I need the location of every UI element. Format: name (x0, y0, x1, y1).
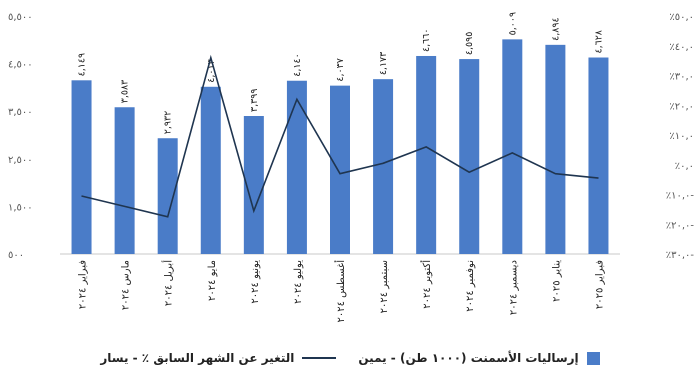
category-label: مايو ٢٠٢٤ (207, 260, 218, 301)
legend-bar-label: إرساليات الأسمنت (١٠٠٠ طن) - يمين (358, 351, 579, 365)
category-label: يوليو ٢٠٢٤ (293, 260, 304, 304)
bar (330, 85, 350, 255)
bar-data-label: ٢,٩٣٢ (163, 111, 174, 134)
bar (416, 55, 437, 254)
bar-data-label: ٤,١٤٩ (77, 53, 88, 76)
bar (459, 59, 480, 254)
category-label: ديسمبر ٢٠٢٤ (508, 260, 519, 315)
right-tick-label: ٪٢٠,٠ (669, 101, 694, 112)
legend: إرساليات الأسمنت (١٠٠٠ طن) - يمين التغير… (0, 347, 700, 369)
category-label: أبريل ٢٠٢٤ (162, 260, 175, 306)
left-tick-label: ٤,٥٠٠ (8, 60, 33, 71)
category-label: فبراير ٢٠٢٥ (594, 260, 605, 309)
category-label: مارس ٢٠٢٤ (121, 260, 132, 310)
bar-data-label: ٤,٠١٣ (206, 59, 217, 82)
category-label: فبراير ٢٠٢٤ (78, 260, 89, 309)
bar-data-label: ٤,٦٦٠ (421, 29, 432, 52)
right-tick-label: ٪٥٠,٠ (669, 12, 694, 23)
category-label: سبتمبر ٢٠٢٤ (379, 260, 390, 313)
legend-line-label: التغير عن الشهر السابق ٪ - يسار (100, 351, 295, 365)
bar (502, 39, 523, 255)
legend-line-swatch (302, 357, 337, 359)
bar (200, 86, 221, 255)
category-label: أكتوبر ٢٠٢٤ (420, 260, 433, 309)
left-tick-label: ٣,٥٠٠ (8, 107, 33, 118)
bar-data-label: ٥,٠٠٩ (507, 12, 518, 35)
right-tick-label: ٪٠,٠ (675, 161, 694, 172)
bar-data-label: ٤,١٧٣ (378, 52, 389, 75)
legend-bar-swatch (586, 351, 600, 365)
bar (588, 57, 609, 254)
bar-data-label: ٤,٥٩٥ (464, 32, 475, 55)
legend-item-bars: إرساليات الأسمنت (١٠٠٠ طن) - يمين (358, 351, 600, 365)
bar (373, 79, 394, 255)
left-tick-label: ١,٥٠٠ (8, 202, 33, 213)
bar-data-label: ٤,١٤٠ (292, 53, 303, 76)
bar-data-label: ٤,٠٣٧ (335, 58, 346, 81)
bar-data-label: ٤,٦٢٨ (593, 30, 604, 53)
chart: ٥٠٠ ١,٥٠٠ ٢,٥٠٠ ٣,٥٠٠ ٤,٥٠٠ ٥,٥٠٠ ٪٣٠,٠- ٪٢٠,٠… (8, 12, 695, 323)
left-tick-label: ٥,٥٠٠ (8, 12, 33, 23)
right-tick-label: ٪١٠,٠- (666, 191, 695, 202)
bar (545, 44, 566, 255)
bar (286, 80, 307, 255)
bar-data-label: ٣,٣٩٩ (249, 89, 260, 112)
bar-data-label: ٤,٨٩٤ (550, 17, 561, 40)
left-tick-label: ٥٠٠ (8, 250, 24, 261)
right-tick-label: ٪١٠,٠ (669, 131, 694, 142)
bar-data-label: ٣,٥٨٣ (120, 80, 131, 103)
bar (243, 116, 264, 254)
bar (157, 138, 178, 254)
category-label: أغسطس ٢٠٢٤ (334, 260, 347, 323)
bar-data-labels: ٤,١٤٩ ٣,٥٨٣ ٢,٩٣٢ ٤,٠١٣ ٣,٣٩٩ ٤,١٤٠ ٤,٠٣٧ ٤,١٧٣… (77, 12, 605, 134)
category-label: نوفمبر ٢٠٢٤ (465, 260, 476, 312)
bar (114, 107, 135, 254)
category-labels: فبراير ٢٠٢٤ مارس ٢٠٢٤ أبريل ٢٠٢٤ مايو ٢٠٢٤ ي… (78, 260, 606, 323)
legend-item-line: التغير عن الشهر السابق ٪ - يسار (100, 351, 337, 365)
right-tick-label: ٪٣٠,٠ (669, 72, 694, 83)
right-tick-label: ٪٣٠,٠- (666, 250, 695, 261)
left-tick-label: ٢,٥٠٠ (8, 155, 33, 166)
category-label: يونيو ٢٠٢٤ (250, 260, 261, 304)
change-line (81, 54, 599, 218)
right-tick-label: ٪٢٠,٠- (666, 220, 695, 231)
category-label: يناير ٢٠٢٥ (551, 260, 562, 302)
right-tick-label: ٪٤٠,٠ (669, 42, 694, 53)
bar (71, 80, 92, 254)
right-axis-tick-labels: ٪٣٠,٠- ٪٢٠,٠- ٪١٠,٠- ٪٠,٠ ٪١٠,٠ ٪٢٠,٠ ٪٣٠,٠ ٪٤٠… (666, 12, 695, 261)
bar-series (71, 39, 609, 255)
left-axis-tick-labels: ٥٠٠ ١,٥٠٠ ٢,٥٠٠ ٣,٥٠٠ ٤,٥٠٠ ٥,٥٠٠ (8, 12, 33, 261)
